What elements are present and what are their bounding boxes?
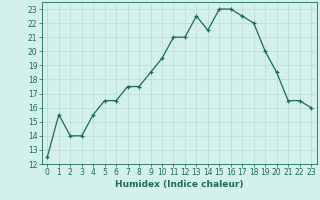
X-axis label: Humidex (Indice chaleur): Humidex (Indice chaleur)	[115, 180, 244, 189]
